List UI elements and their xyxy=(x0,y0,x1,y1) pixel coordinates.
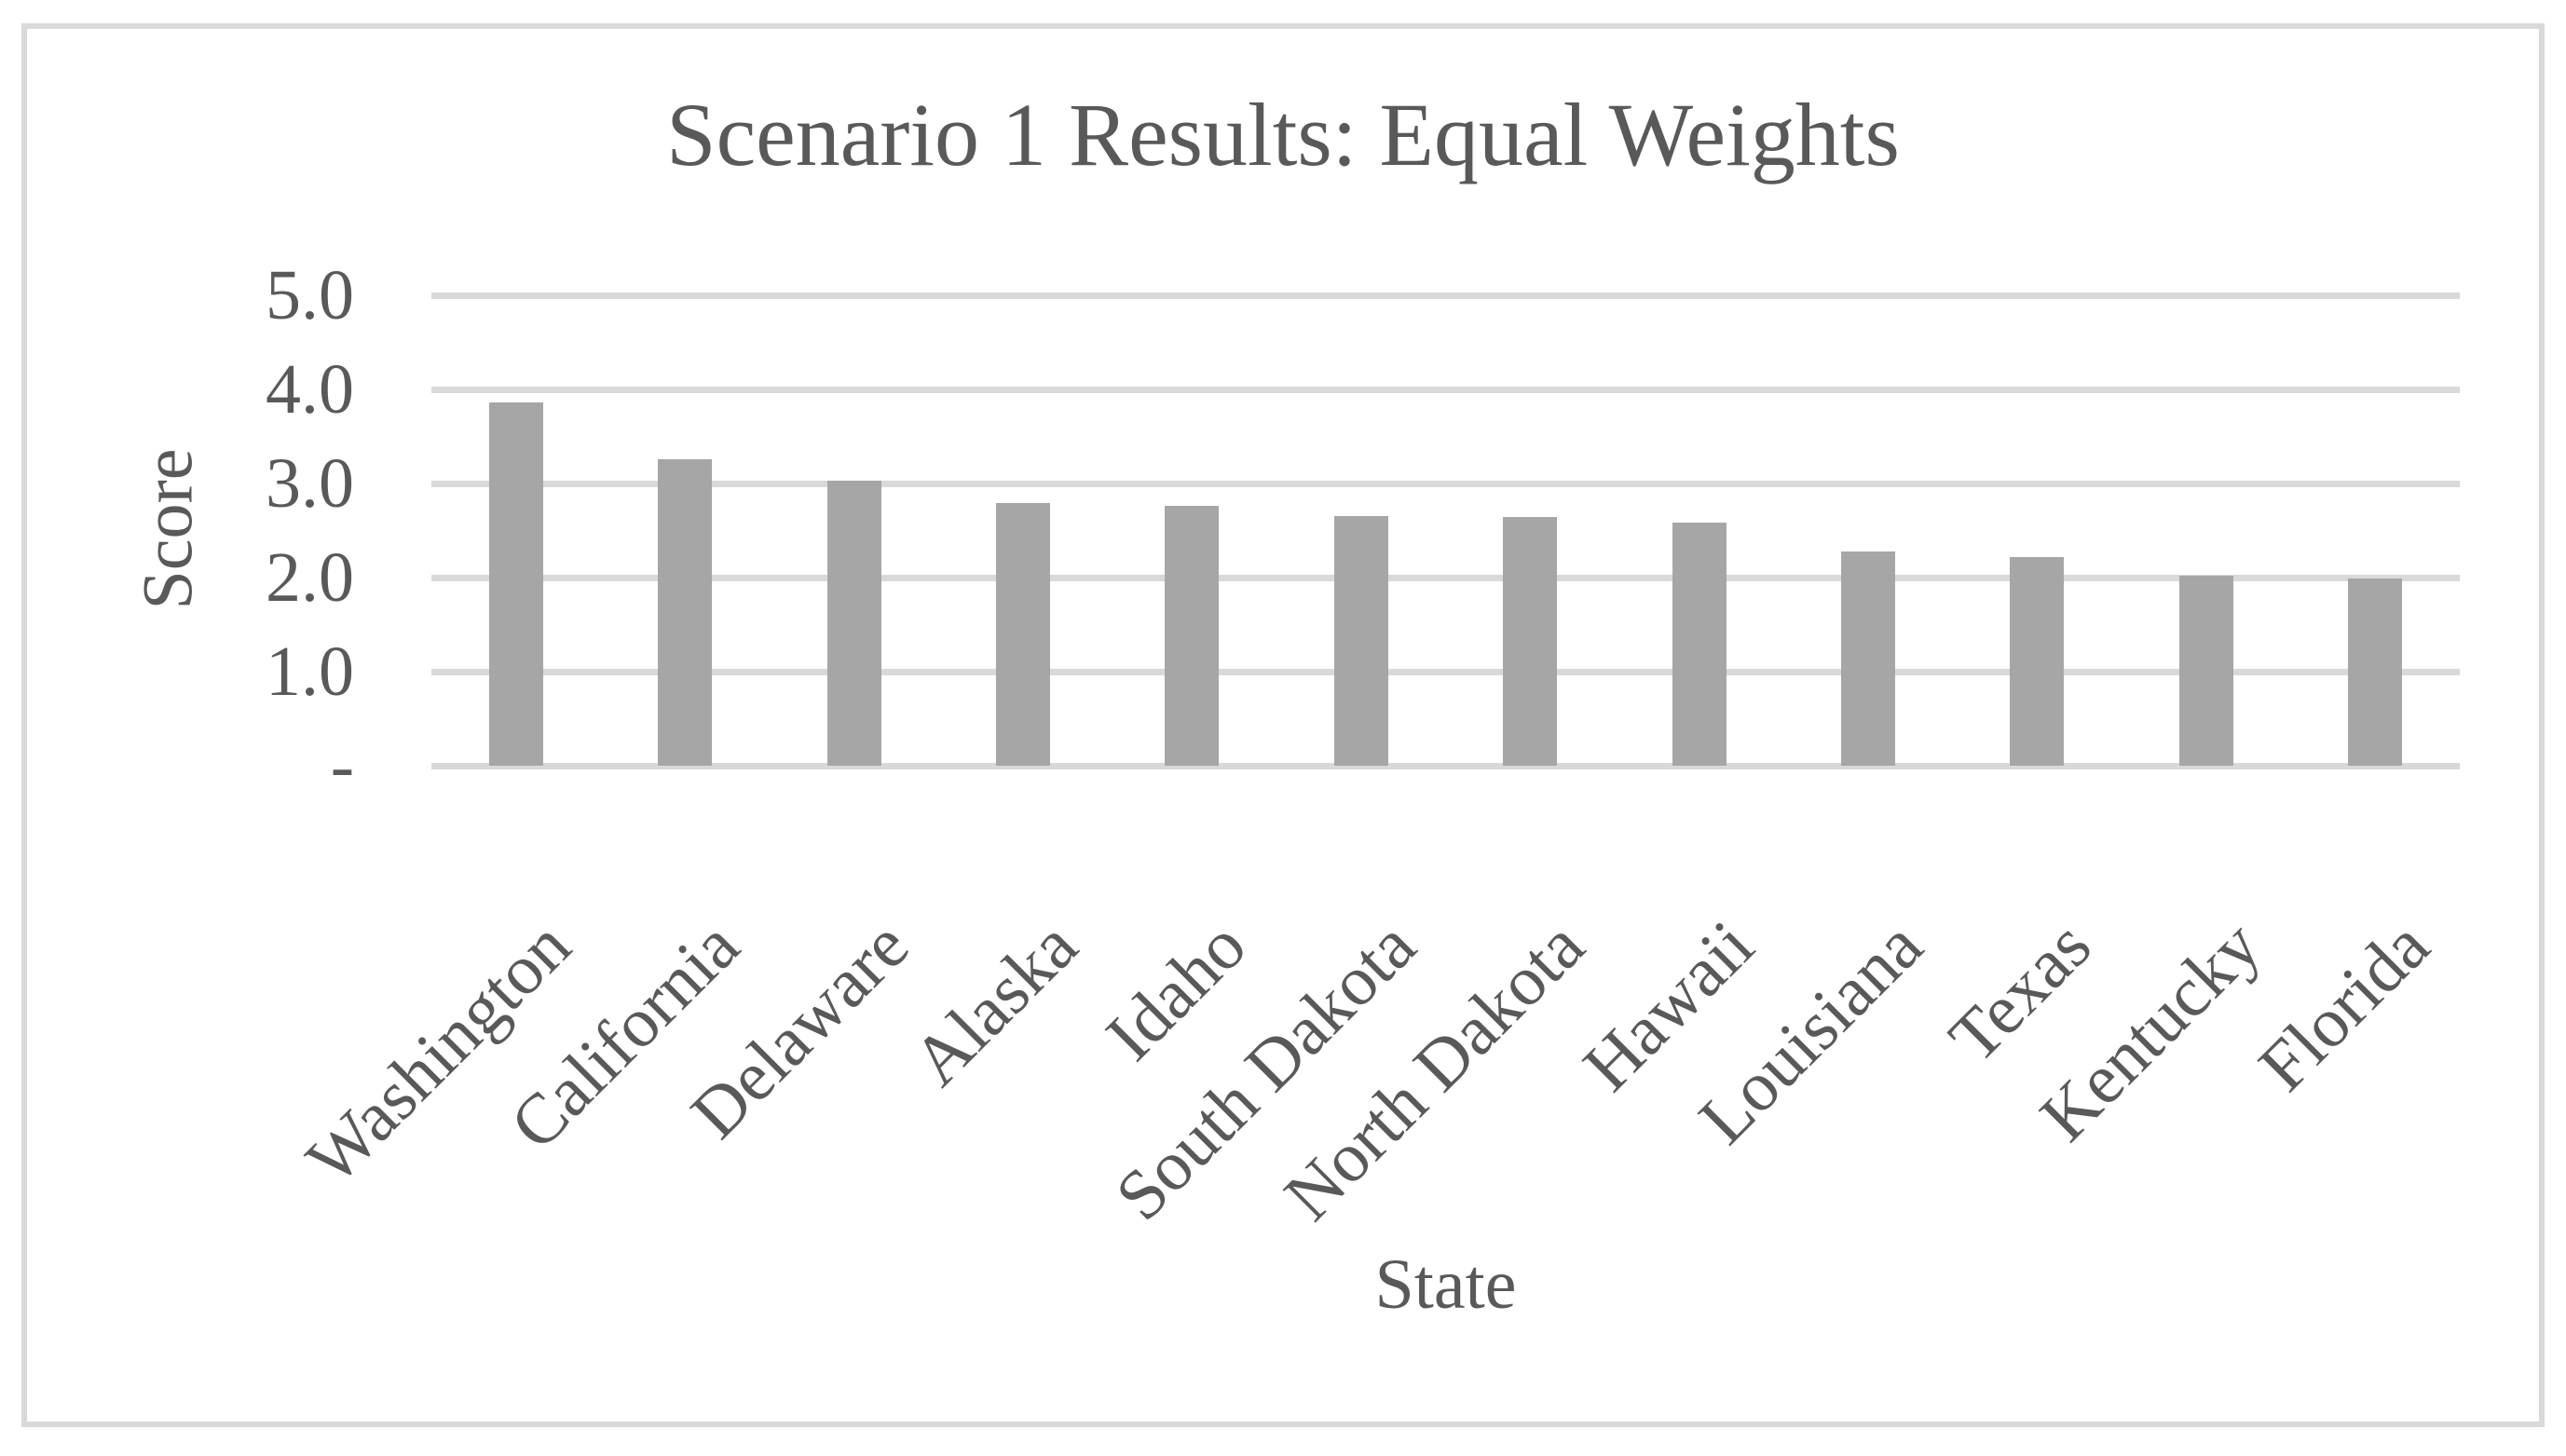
bar-california xyxy=(658,458,713,766)
gridline xyxy=(431,575,2460,581)
bar-alaska xyxy=(995,503,1050,766)
gridline xyxy=(431,293,2460,299)
bar-delaware xyxy=(826,480,881,766)
chart-border-frame xyxy=(21,23,2545,1427)
bar-louisiana xyxy=(1841,551,1896,766)
y-tick-label: 2.0 xyxy=(266,538,354,617)
gridline xyxy=(431,387,2460,393)
y-tick-label: 5.0 xyxy=(266,256,354,334)
bar-north-dakota xyxy=(1503,517,1558,766)
bar-idaho xyxy=(1165,506,1220,766)
y-tick-label: 4.0 xyxy=(266,350,354,429)
bar-hawaii xyxy=(1672,523,1727,766)
gridline xyxy=(431,763,2460,769)
plot-area xyxy=(431,293,2460,769)
y-tick-label: 1.0 xyxy=(266,633,354,711)
gridline xyxy=(431,669,2460,675)
y-tick-label: - xyxy=(330,727,354,805)
bar-south-dakota xyxy=(1333,516,1388,766)
bar-florida xyxy=(2348,578,2403,766)
x-axis-title: State xyxy=(1374,1245,1517,1324)
bar-washington xyxy=(488,402,543,766)
bar-texas xyxy=(2010,556,2065,766)
chart-title: Scenario 1 Results: Equal Weights xyxy=(666,85,1900,184)
bar-kentucky xyxy=(2178,575,2233,766)
gridline xyxy=(431,481,2460,487)
y-tick-label: 3.0 xyxy=(266,444,354,523)
